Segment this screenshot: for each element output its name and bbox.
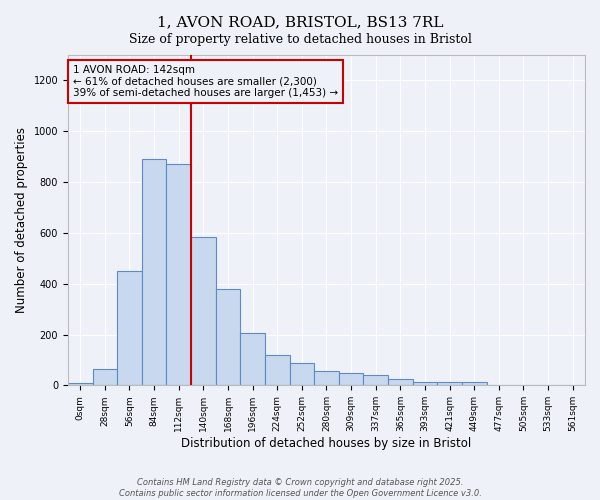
Text: 1, AVON ROAD, BRISTOL, BS13 7RL: 1, AVON ROAD, BRISTOL, BS13 7RL — [157, 15, 443, 29]
Bar — [166, 164, 191, 386]
Bar — [290, 363, 314, 386]
Bar — [142, 159, 166, 386]
Bar — [437, 382, 462, 386]
Text: Size of property relative to detached houses in Bristol: Size of property relative to detached ho… — [128, 32, 472, 46]
Bar — [339, 372, 364, 386]
Text: Contains HM Land Registry data © Crown copyright and database right 2025.
Contai: Contains HM Land Registry data © Crown c… — [119, 478, 481, 498]
Bar — [413, 382, 437, 386]
Bar — [487, 384, 511, 386]
Bar — [68, 384, 92, 386]
Bar — [388, 379, 413, 386]
Bar — [191, 236, 215, 386]
Bar — [462, 382, 487, 386]
Bar — [364, 374, 388, 386]
Bar — [92, 369, 117, 386]
Bar — [511, 385, 536, 386]
Bar — [240, 334, 265, 386]
Bar — [117, 271, 142, 386]
Bar — [314, 372, 339, 386]
Bar — [215, 289, 240, 386]
Text: 1 AVON ROAD: 142sqm
← 61% of detached houses are smaller (2,300)
39% of semi-det: 1 AVON ROAD: 142sqm ← 61% of detached ho… — [73, 65, 338, 98]
Bar — [265, 355, 290, 386]
Y-axis label: Number of detached properties: Number of detached properties — [15, 127, 28, 313]
X-axis label: Distribution of detached houses by size in Bristol: Distribution of detached houses by size … — [181, 437, 472, 450]
